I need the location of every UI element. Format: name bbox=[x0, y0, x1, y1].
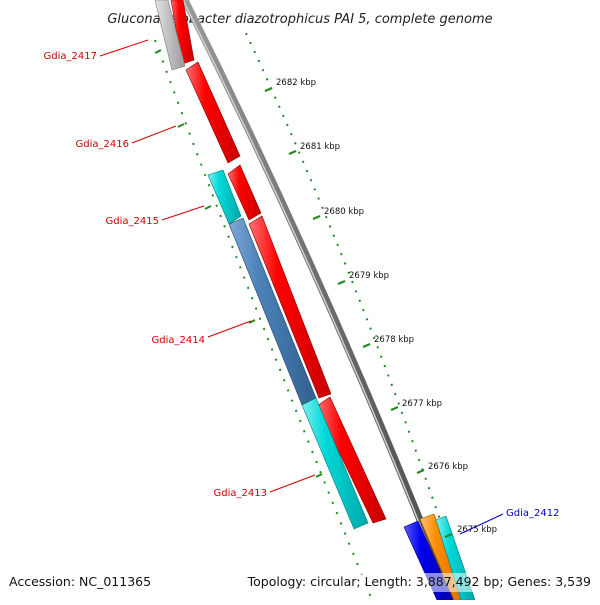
gene-arrow-gdia-2416 bbox=[185, 61, 241, 164]
inner-major-tick bbox=[177, 123, 185, 128]
kbp-label: 2678 kbp bbox=[374, 335, 414, 345]
inner-major-tick bbox=[248, 319, 256, 324]
inner-major-tick bbox=[204, 205, 212, 210]
genome-backbone bbox=[181, 0, 456, 602]
kbp-tick bbox=[337, 279, 346, 286]
gene-arrow-reverse bbox=[316, 396, 387, 524]
kbp-tick bbox=[362, 342, 371, 349]
kbp-tick bbox=[416, 468, 425, 475]
gene-arrow-reverse bbox=[227, 164, 262, 221]
accession-text: Accession: NC_011365 bbox=[9, 574, 151, 589]
gene-labels: Gdia_2417 Gdia_2416 Gdia_2415 Gdia_2414 … bbox=[44, 39, 559, 535]
kbp-label: 2681 kbp bbox=[300, 142, 340, 152]
kbp-label: 2679 kbp bbox=[349, 271, 389, 281]
gene-leader-line bbox=[131, 125, 177, 144]
gene-leader-line bbox=[207, 320, 252, 338]
kbp-tick bbox=[264, 86, 273, 93]
gene-arrow-gdia-2413 bbox=[301, 397, 369, 530]
genome-backbone-highlight bbox=[182, 0, 451, 601]
kbp-label: 2675 kbp bbox=[457, 525, 497, 535]
gene-arrow-gdia-2415 bbox=[207, 169, 242, 225]
kbp-tick bbox=[390, 405, 399, 412]
inner-tick-track bbox=[154, 39, 373, 601]
gene-label-gdia-2414[interactable]: Gdia_2414 bbox=[152, 335, 205, 346]
gene-label-gdia-2415[interactable]: Gdia_2415 bbox=[106, 216, 159, 227]
kbp-label: 2676 kbp bbox=[428, 462, 468, 472]
kbp-label: 2682 kbp bbox=[276, 78, 316, 88]
kbp-tick bbox=[288, 149, 297, 156]
outer-tick-track bbox=[245, 32, 468, 601]
gene-label-gdia-2412[interactable]: Gdia_2412 bbox=[506, 508, 559, 519]
map-title: Gluconacetobacter diazotrophicus PAI 5, … bbox=[107, 12, 492, 27]
gene-label-gdia-2416[interactable]: Gdia_2416 bbox=[76, 139, 129, 150]
gene-leader-line bbox=[269, 474, 316, 493]
gene-leader-line bbox=[161, 205, 205, 221]
kbp-label: 2680 kbp bbox=[324, 207, 364, 217]
gene-label-gdia-2413[interactable]: Gdia_2413 bbox=[214, 488, 267, 499]
reverse-strand-genes bbox=[170, 0, 387, 524]
kbp-tick bbox=[444, 532, 453, 539]
gene-leader-line bbox=[459, 513, 504, 535]
footer-backdrop bbox=[254, 573, 594, 592]
kbp-scale: 2682 kbp 2681 kbp 2680 kbp 2679 kbp 2678… bbox=[264, 78, 497, 539]
gene-label-gdia-2417[interactable]: Gdia_2417 bbox=[44, 51, 97, 62]
kbp-label: 2677 kbp bbox=[402, 399, 442, 409]
gene-arrow-reverse bbox=[248, 215, 332, 399]
gene-leader-line bbox=[99, 39, 149, 57]
gene-arrow-gdia-2417 bbox=[154, 0, 186, 71]
inner-major-ticks bbox=[154, 49, 323, 478]
kbp-tick bbox=[312, 214, 321, 221]
inner-major-tick bbox=[315, 473, 323, 478]
inner-major-tick bbox=[154, 49, 162, 54]
genome-summary-text: Topology: circular; Length: 3,887,492 bp… bbox=[247, 574, 591, 589]
